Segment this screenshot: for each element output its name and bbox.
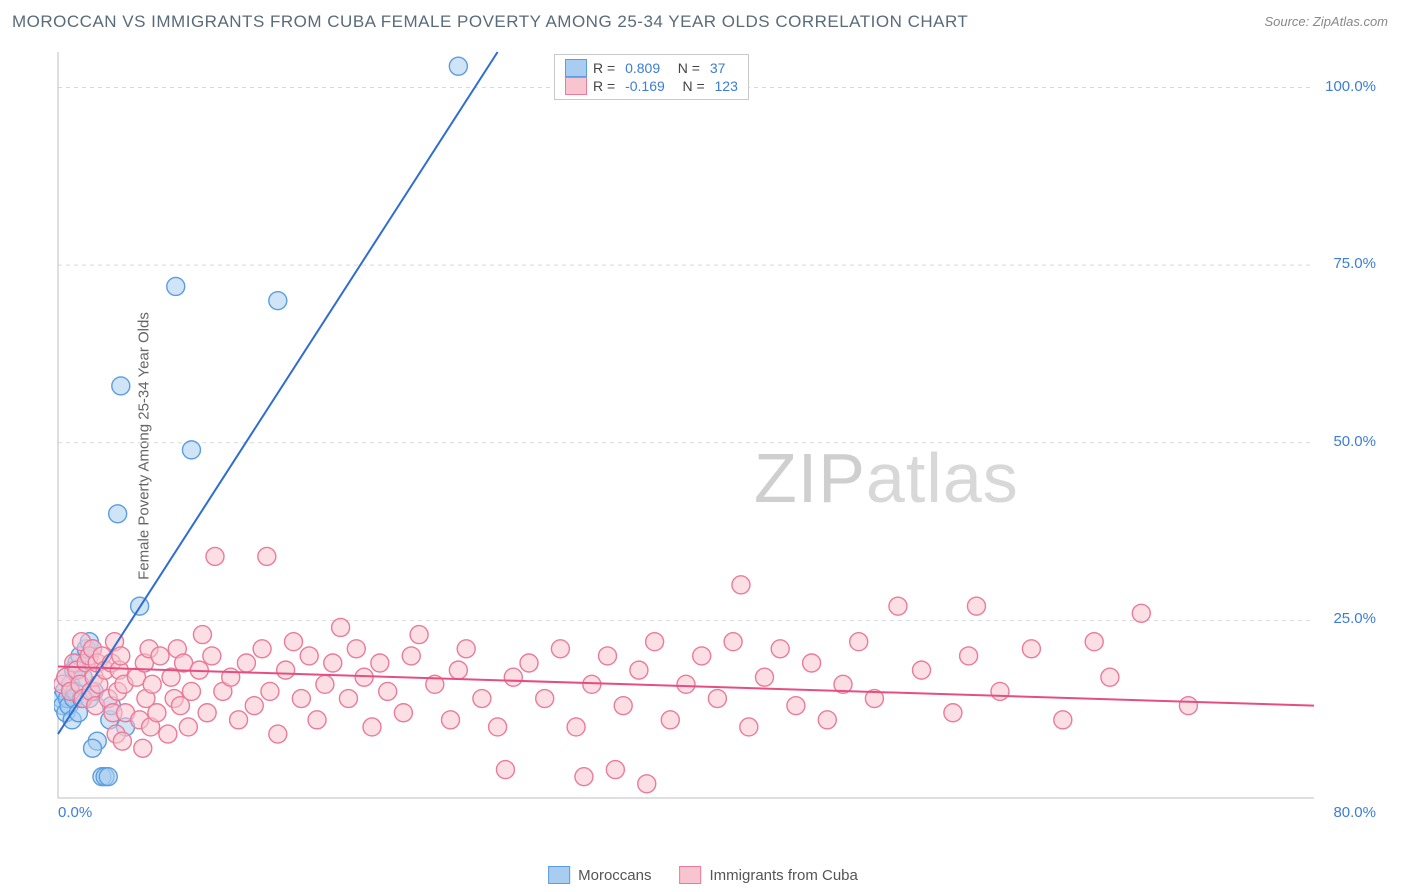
y-tick-label: 75.0% — [1333, 255, 1376, 272]
legend-item: Immigrants from Cuba — [679, 866, 857, 884]
legend-swatch — [565, 77, 587, 95]
series-legend: Moroccans Immigrants from Cuba — [548, 866, 858, 884]
legend-swatch — [548, 866, 570, 884]
y-tick-label: 50.0% — [1333, 433, 1376, 450]
legend-n-value: 123 — [715, 78, 738, 94]
legend-n-label: N = — [666, 60, 704, 76]
legend-r-value: -0.169 — [625, 78, 665, 94]
legend-label: Immigrants from Cuba — [709, 867, 857, 884]
y-tick-label: 25.0% — [1333, 610, 1376, 627]
correlation-legend: R = 0.809 N = 37 R = -0.169 N = 123 — [554, 54, 749, 100]
source-attribution: Source: ZipAtlas.com — [1264, 14, 1388, 29]
scatter-plot — [54, 48, 1384, 828]
x-tick-label: 0.0% — [58, 804, 92, 821]
x-tick-label: 80.0% — [1333, 804, 1376, 821]
legend-label: Moroccans — [578, 867, 651, 884]
chart-title: MOROCCAN VS IMMIGRANTS FROM CUBA FEMALE … — [12, 12, 968, 32]
legend-item: Moroccans — [548, 866, 651, 884]
chart-area: ZIPatlas R = 0.809 N = 37 R = -0.169 N =… — [54, 48, 1384, 828]
legend-swatch — [679, 866, 701, 884]
legend-r-label: R = — [593, 60, 619, 76]
legend-r-value: 0.809 — [625, 60, 660, 76]
legend-n-value: 37 — [710, 60, 726, 76]
legend-r-label: R = — [593, 78, 619, 94]
correlation-legend-row: R = -0.169 N = 123 — [565, 77, 738, 95]
legend-n-label: N = — [671, 78, 709, 94]
y-tick-label: 100.0% — [1325, 78, 1376, 95]
legend-swatch — [565, 59, 587, 77]
correlation-legend-row: R = 0.809 N = 37 — [565, 59, 738, 77]
